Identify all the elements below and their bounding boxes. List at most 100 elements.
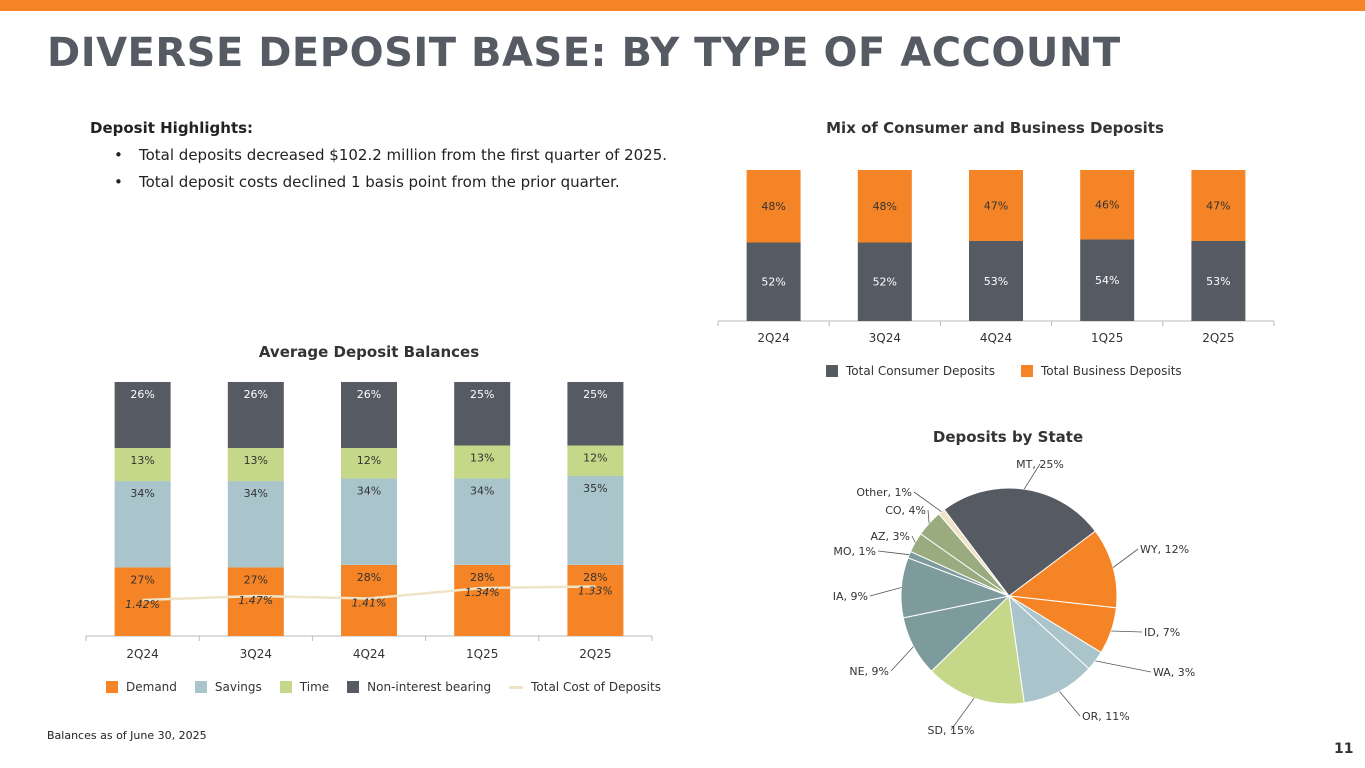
- bar-segment: [341, 564, 397, 636]
- data-label: 35%: [583, 482, 607, 495]
- legend-item-consumer: Total Consumer Deposits: [826, 364, 995, 378]
- slice-label: NE, 9%: [849, 665, 889, 678]
- legend-swatch: [279, 681, 292, 693]
- legend-label: Time: [299, 680, 330, 694]
- data-label: 27%: [130, 573, 154, 586]
- line-data-label: 1.34%: [465, 586, 500, 599]
- data-label: 34%: [470, 485, 494, 498]
- data-label: 25%: [470, 388, 494, 401]
- bar-segment: [1191, 240, 1246, 321]
- bar-segment: [857, 242, 912, 321]
- bar-segment: [341, 478, 397, 565]
- leader-line: [1023, 463, 1041, 490]
- page-title: DIVERSE DEPOSIT BASE: BY TYPE OF ACCOUNT: [47, 30, 1121, 76]
- bar-segment: [114, 382, 171, 449]
- bar-segment: [567, 564, 624, 636]
- data-label: 12%: [357, 454, 381, 467]
- data-label: 13%: [130, 454, 154, 467]
- leader-line: [877, 550, 910, 556]
- bullet-glyph: •: [114, 173, 123, 191]
- x-tick-label: 4Q24: [980, 331, 1012, 345]
- data-label: 34%: [244, 487, 268, 500]
- deposits-by-state-title: Deposits by State: [932, 428, 1084, 446]
- mix-deposits-title: Mix of Consumer and Business Deposits: [826, 119, 1164, 137]
- data-label: 28%: [470, 571, 494, 584]
- highlights-list: • Total deposits decreased $102.2 million…: [114, 146, 667, 200]
- bar-segment: [454, 564, 511, 636]
- slice-label: ID, 7%: [1144, 626, 1180, 639]
- x-tick-label: 2Q24: [126, 647, 158, 661]
- data-label: 34%: [130, 487, 154, 500]
- bar-segment: [227, 481, 284, 568]
- slice-label: WA, 3%: [1153, 666, 1195, 679]
- legend-label: Total Business Deposits: [1040, 364, 1182, 378]
- x-tick-label: 3Q24: [240, 647, 272, 661]
- bar-segment: [969, 240, 1023, 321]
- line-data-label: 1.33%: [578, 585, 613, 598]
- avg-balances-title: Average Deposit Balances: [258, 343, 480, 361]
- legend-label: Total Consumer Deposits: [846, 364, 995, 378]
- leader-line: [1095, 660, 1152, 673]
- highlight-text: Total deposits decreased $102.2 million …: [139, 146, 668, 164]
- data-label: 27%: [244, 573, 268, 586]
- bar-segment: [746, 242, 801, 321]
- data-label: 25%: [583, 388, 607, 401]
- x-tick-label: 2Q24: [757, 331, 789, 345]
- x-tick-label: 1Q25: [1091, 331, 1123, 345]
- highlight-item: • Total deposit costs declined 1 basis po…: [114, 173, 667, 200]
- data-label: 47%: [1206, 199, 1230, 212]
- line-data-label: 1.42%: [125, 598, 160, 611]
- data-label: 54%: [1095, 274, 1119, 287]
- bar-segment: [454, 382, 511, 446]
- legend-swatch: [826, 365, 838, 377]
- highlight-item: • Total deposits decreased $102.2 million…: [114, 146, 667, 173]
- slice-label: SD, 15%: [928, 724, 975, 737]
- legend-swatch: [194, 681, 207, 693]
- bar-segment: [454, 445, 511, 479]
- bar-segment: [114, 481, 171, 568]
- slice-label: CO, 4%: [885, 504, 926, 517]
- bar-segment: [1191, 170, 1246, 241]
- data-label: 28%: [583, 571, 607, 584]
- slice-label: Other, 1%: [856, 486, 912, 499]
- top-accent-bar: [0, 0, 1365, 11]
- data-label: 46%: [1095, 199, 1119, 212]
- slice-label: OR, 11%: [1082, 710, 1130, 723]
- data-label: 26%: [244, 388, 268, 401]
- bar-segment: [227, 567, 284, 636]
- data-label: 13%: [244, 454, 268, 467]
- cost-of-deposits-line: [142, 585, 596, 602]
- pie-slice: [1008, 594, 1090, 704]
- page-number: 11: [1334, 741, 1354, 757]
- bar-segment: [969, 170, 1023, 241]
- leader-line: [1112, 548, 1139, 568]
- line-data-label: 1.41%: [352, 597, 387, 610]
- x-tick-label: 2Q25: [579, 647, 611, 661]
- data-label: 48%: [873, 200, 897, 213]
- legend-item-non-interest: Non-interest bearing: [347, 680, 491, 694]
- bar-segment: [341, 382, 397, 449]
- bar-segment: [567, 445, 624, 476]
- avg-balances-legend: Demand Savings Time Non-interest bearing…: [106, 680, 679, 694]
- bar-segment: [746, 170, 801, 243]
- bar-segment: [227, 382, 284, 449]
- leader-line: [1059, 691, 1081, 717]
- bar-segment: [454, 478, 511, 565]
- data-label: 52%: [873, 276, 897, 289]
- leader-line: [950, 697, 975, 731]
- legend-label: Savings: [214, 680, 262, 694]
- bar-segment: [567, 382, 624, 446]
- data-label: 12%: [583, 452, 607, 465]
- leader-line: [1111, 630, 1143, 633]
- bullet-glyph: •: [114, 146, 123, 164]
- highlights-heading: Deposit Highlights:: [90, 119, 254, 137]
- bar-segment: [857, 170, 912, 243]
- leader-line: [927, 509, 930, 524]
- data-label: 52%: [761, 276, 785, 289]
- slice-label: WY, 12%: [1140, 543, 1189, 556]
- legend-swatch: [1020, 365, 1033, 377]
- bar-segment: [114, 448, 171, 482]
- x-tick-label: 4Q24: [353, 647, 385, 661]
